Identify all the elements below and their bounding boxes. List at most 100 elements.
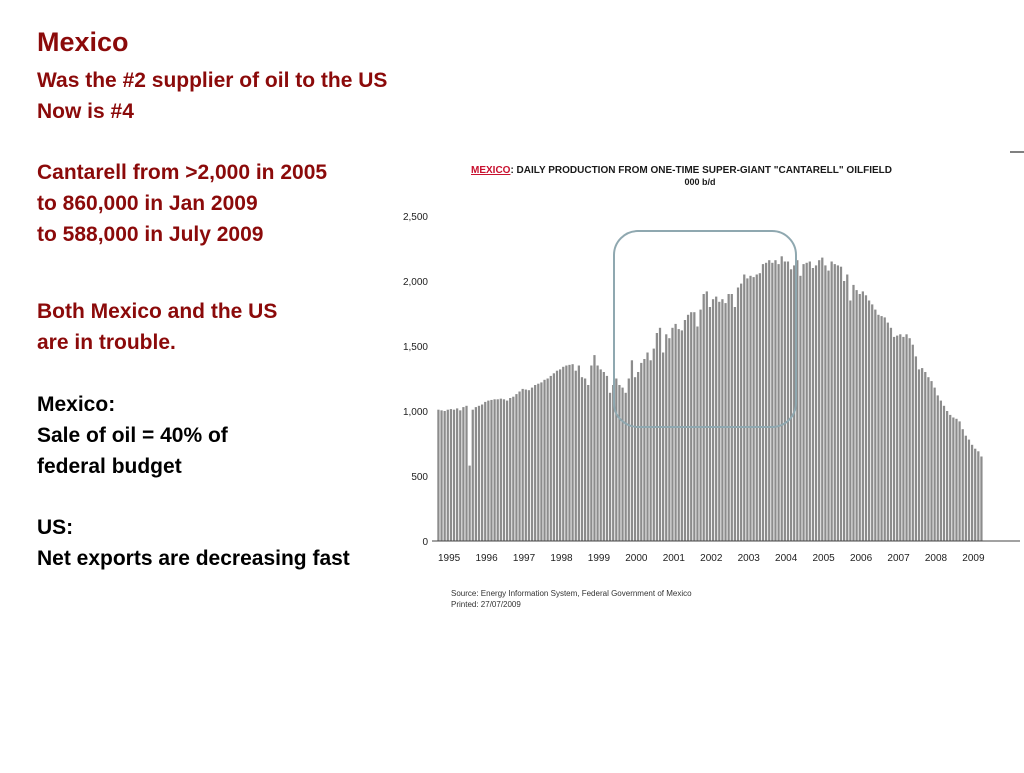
production-bar bbox=[615, 378, 618, 541]
production-bar bbox=[761, 264, 765, 541]
production-bar bbox=[786, 261, 790, 541]
production-bar bbox=[905, 334, 908, 541]
production-bar bbox=[818, 260, 821, 541]
x-tick-label: 2007 bbox=[887, 553, 910, 564]
production-bar bbox=[824, 265, 827, 541]
y-tick-label: 500 bbox=[411, 472, 428, 483]
text-line: Now is #4 bbox=[37, 100, 134, 123]
slide-title: Mexico bbox=[37, 27, 129, 57]
production-bar bbox=[808, 261, 811, 541]
production-bar bbox=[889, 327, 893, 541]
production-bar bbox=[914, 356, 918, 541]
production-bar bbox=[696, 326, 699, 541]
production-bar bbox=[849, 300, 852, 541]
production-bar bbox=[749, 275, 752, 541]
production-bar bbox=[590, 365, 593, 541]
production-bar bbox=[774, 260, 777, 541]
x-tick-label: 1995 bbox=[438, 553, 461, 564]
production-bar bbox=[437, 409, 440, 541]
production-bar bbox=[961, 429, 964, 541]
production-bar bbox=[524, 389, 527, 541]
production-bar bbox=[521, 388, 524, 541]
production-bar bbox=[880, 316, 883, 541]
production-bar bbox=[964, 435, 967, 541]
x-tick-label: 2002 bbox=[700, 553, 723, 564]
production-bar bbox=[559, 369, 562, 541]
y-tick-label: 2,500 bbox=[403, 212, 428, 223]
production-bar bbox=[440, 410, 443, 541]
production-bar bbox=[699, 309, 702, 541]
production-bar bbox=[627, 378, 630, 541]
production-bar bbox=[939, 400, 942, 541]
production-bar bbox=[646, 352, 649, 541]
production-bar bbox=[733, 307, 737, 541]
production-bar bbox=[740, 283, 743, 541]
production-bar bbox=[724, 303, 727, 541]
production-bar bbox=[843, 281, 846, 541]
chart-printed: Printed: 27/07/2009 bbox=[451, 600, 521, 609]
y-tick-label: 2,000 bbox=[403, 277, 428, 288]
production-bar bbox=[608, 392, 612, 541]
production-bar bbox=[530, 387, 534, 541]
production-bar bbox=[490, 399, 493, 541]
text-line: are in trouble. bbox=[37, 331, 176, 354]
production-bar bbox=[459, 410, 462, 541]
production-bar bbox=[446, 409, 449, 541]
production-bar bbox=[977, 451, 980, 541]
production-bar bbox=[811, 268, 815, 541]
production-bar bbox=[789, 269, 793, 541]
production-bar bbox=[858, 294, 861, 541]
production-bar bbox=[902, 336, 905, 541]
production-bar bbox=[899, 334, 902, 541]
production-bar bbox=[658, 327, 662, 541]
production-bar bbox=[583, 378, 587, 541]
x-tick-label: 2001 bbox=[663, 553, 686, 564]
production-bar bbox=[462, 407, 465, 541]
production-bar bbox=[605, 375, 609, 541]
production-bar bbox=[758, 273, 761, 541]
production-bar bbox=[671, 327, 674, 541]
production-bar bbox=[771, 262, 774, 541]
production-bar bbox=[945, 411, 949, 541]
production-bar bbox=[474, 407, 477, 541]
production-bar bbox=[568, 364, 571, 541]
x-tick-label: 2005 bbox=[812, 553, 835, 564]
production-bar bbox=[505, 400, 509, 541]
text-line: Mexico: bbox=[37, 393, 116, 416]
production-bar bbox=[643, 359, 646, 541]
x-tick-label: 1999 bbox=[588, 553, 611, 564]
production-bar bbox=[711, 299, 715, 541]
production-bar bbox=[487, 400, 490, 541]
production-bar bbox=[465, 405, 468, 541]
production-bar bbox=[543, 379, 546, 541]
production-bar bbox=[852, 284, 855, 541]
production-bar bbox=[952, 417, 955, 541]
production-bar bbox=[443, 411, 446, 541]
production-bar bbox=[602, 372, 605, 541]
highlight-box bbox=[613, 230, 797, 428]
production-bar bbox=[680, 330, 683, 541]
production-bar bbox=[452, 409, 456, 541]
production-bar bbox=[911, 344, 914, 541]
production-bar bbox=[755, 274, 758, 541]
production-bar bbox=[468, 465, 471, 541]
production-bar bbox=[484, 401, 487, 541]
production-bar bbox=[493, 399, 496, 541]
production-bar bbox=[502, 399, 506, 541]
production-bar bbox=[768, 260, 771, 541]
x-tick-label: 2008 bbox=[925, 553, 948, 564]
production-bar bbox=[974, 448, 977, 541]
x-tick-label: 2009 bbox=[962, 553, 985, 564]
production-bar bbox=[593, 355, 596, 541]
production-bar bbox=[892, 336, 896, 541]
production-bar bbox=[958, 421, 961, 541]
production-bar bbox=[674, 323, 677, 541]
production-bar bbox=[683, 320, 687, 541]
production-bar bbox=[562, 366, 565, 541]
production-bar bbox=[736, 287, 740, 541]
production-bar bbox=[599, 369, 602, 541]
production-bar bbox=[705, 291, 708, 541]
production-bar bbox=[624, 392, 627, 541]
